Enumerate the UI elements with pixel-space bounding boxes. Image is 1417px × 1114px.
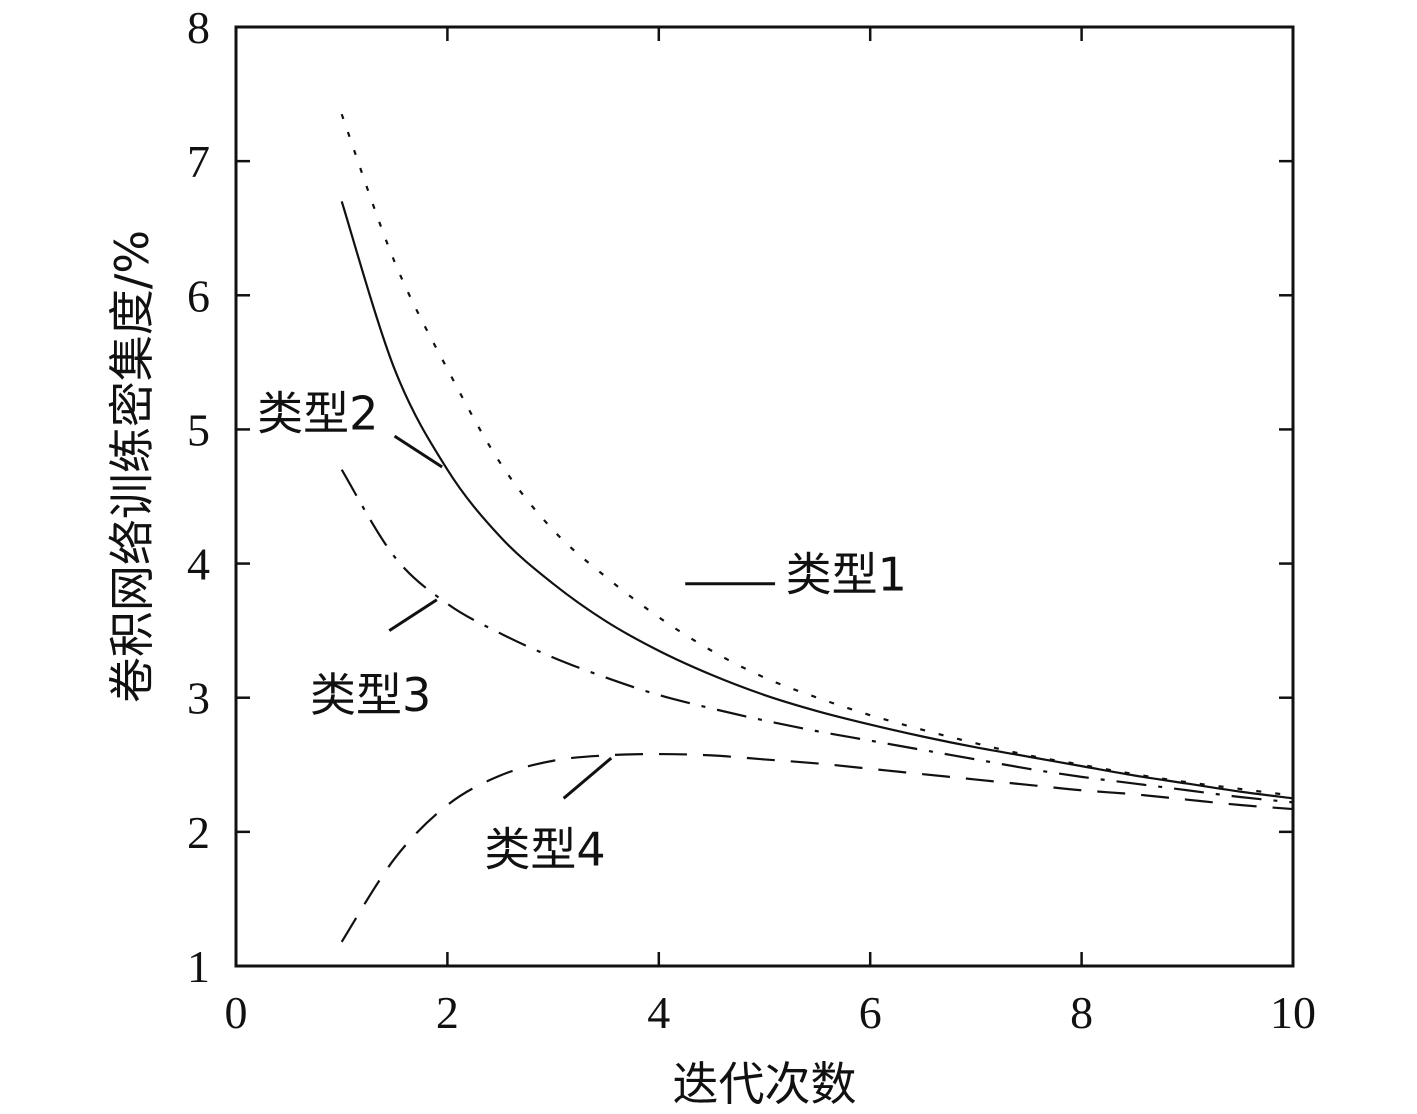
y-tick-label: 3 xyxy=(187,673,210,724)
series-label: 类型4 xyxy=(484,822,605,876)
annotation-layer: 类型1 类型2 类型3 类型4 xyxy=(257,386,907,876)
x-tick-label: 6 xyxy=(859,987,882,1038)
annotation-leader xyxy=(562,756,613,800)
series-line-类型4 xyxy=(340,752,1294,943)
series-label: 类型2 xyxy=(257,386,378,440)
series-label: 类型1 xyxy=(786,547,907,601)
y-tick-label: 7 xyxy=(187,136,210,187)
series-line-类型1 xyxy=(340,113,1294,797)
y-tick-label: 1 xyxy=(187,941,210,992)
x-tick-label: 10 xyxy=(1270,987,1316,1038)
series-label: 类型3 xyxy=(310,668,431,722)
y-tick-label: 6 xyxy=(187,270,210,321)
y-tick-label: 5 xyxy=(187,404,210,455)
y-axis-title: 卷积网络训练密集度/% xyxy=(105,230,159,703)
x-tick-label: 2 xyxy=(436,987,459,1038)
series-layer xyxy=(340,113,1294,943)
annotation-leader xyxy=(388,598,438,632)
y-tick-label: 4 xyxy=(187,539,210,590)
x-axis-title: 迭代次数 xyxy=(673,1057,857,1111)
plot-frame xyxy=(234,25,1295,968)
y-tick-label: 2 xyxy=(187,807,210,858)
x-tick-label: 4 xyxy=(647,987,670,1038)
y-tick-label: 8 xyxy=(187,2,210,53)
x-tick-label: 8 xyxy=(1070,987,1093,1038)
series-line-类型2 xyxy=(340,201,1294,800)
series-line-类型3 xyxy=(340,469,1294,804)
x-tick-label: 0 xyxy=(225,987,248,1038)
annotation-leader xyxy=(393,434,443,469)
